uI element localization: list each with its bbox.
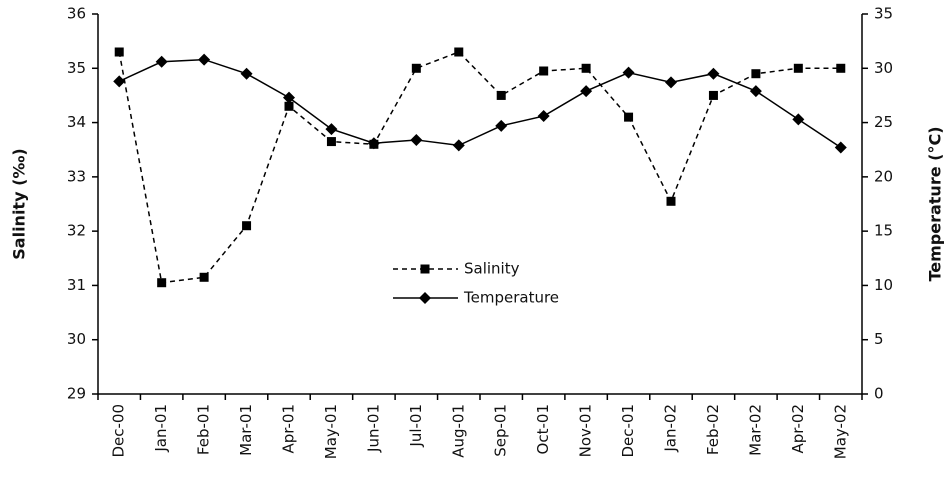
marker [420, 264, 430, 274]
marker [495, 119, 508, 132]
y-tick-label: 35 [67, 59, 86, 77]
marker [749, 85, 762, 98]
marker [198, 53, 211, 66]
marker [622, 66, 635, 79]
marker [792, 113, 805, 126]
x-tick-label: Nov-01 [577, 404, 595, 457]
y2-tick-label: 25 [874, 113, 893, 131]
series-line [118, 58, 842, 149]
y-tick-label: 36 [67, 5, 86, 23]
x-tick-label: Dec-00 [110, 404, 128, 458]
y-tick-label: 31 [67, 276, 86, 294]
y-tick-label: 34 [67, 113, 86, 131]
x-tick-label: May-01 [322, 404, 340, 459]
x-tick-label: Jul-01 [407, 404, 425, 448]
marker [666, 196, 676, 206]
marker [410, 133, 423, 146]
marker [199, 272, 209, 282]
x-tick-label: Sep-01 [492, 404, 510, 457]
marker [419, 292, 431, 304]
y2-tick-label: 0 [874, 385, 884, 403]
marker [539, 66, 549, 76]
y2-tick-label: 15 [874, 222, 893, 240]
x-tick-label: Feb-02 [704, 404, 722, 455]
x-tick-label: Jan-02 [662, 404, 680, 453]
y-tick-label: 29 [67, 385, 86, 403]
marker [325, 123, 338, 136]
marker [581, 63, 591, 73]
marker [751, 69, 761, 79]
marker [496, 90, 506, 100]
y2-tick-label: 5 [874, 330, 884, 348]
x-tick-label: Dec-01 [619, 404, 637, 458]
series-line [118, 51, 841, 284]
marker [665, 76, 677, 89]
marker [834, 141, 847, 154]
x-tick-label: May-02 [831, 404, 849, 459]
y2-tick-label: 30 [874, 59, 893, 77]
marker [411, 63, 421, 73]
legend-label: Temperature [463, 289, 559, 307]
y2-tick-label: 35 [874, 5, 893, 23]
legend-label: Salinity [464, 260, 520, 278]
x-tick-label: Oct-01 [534, 404, 552, 454]
marker [708, 90, 718, 100]
marker [793, 63, 803, 73]
y-axis-title: Salinity (‰) [10, 148, 29, 259]
marker [155, 55, 168, 68]
y-tick-label: 32 [67, 222, 86, 240]
y2-tick-label: 20 [874, 167, 893, 185]
marker [452, 139, 465, 152]
marker [283, 91, 295, 104]
x-tick-label: Jun-01 [364, 404, 382, 453]
marker [707, 67, 720, 80]
x-tick-label: Feb-01 [195, 404, 213, 455]
marker [454, 47, 464, 57]
x-tick-label: Apr-01 [280, 404, 298, 454]
y-tick-label: 33 [67, 167, 86, 185]
y2-axis-title: Temperature (°C) [926, 126, 945, 281]
marker [367, 137, 380, 150]
marker [836, 63, 846, 73]
marker [326, 137, 336, 147]
x-tick-label: Mar-02 [746, 404, 764, 456]
x-tick-label: Mar-01 [237, 404, 255, 456]
marker [537, 110, 550, 123]
marker [114, 47, 124, 57]
y2-tick-label: 10 [874, 276, 893, 294]
marker [157, 278, 167, 288]
marker [580, 85, 593, 98]
marker [624, 112, 634, 122]
y-tick-label: 30 [67, 330, 86, 348]
marker [113, 75, 126, 88]
marker [284, 101, 294, 111]
x-tick-label: Apr-02 [789, 404, 807, 454]
x-tick-label: Aug-01 [449, 404, 467, 458]
marker [242, 221, 252, 231]
x-tick-label: Jan-01 [152, 404, 170, 453]
marker [240, 67, 253, 80]
